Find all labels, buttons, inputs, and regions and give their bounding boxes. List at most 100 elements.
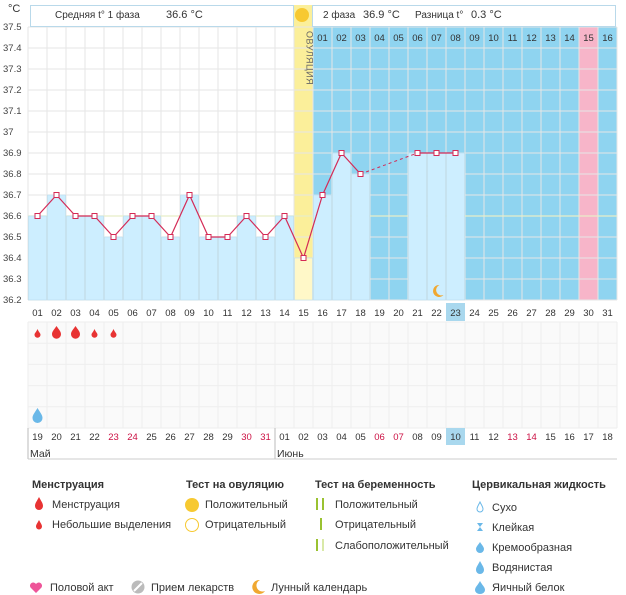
cycle-day-label: 17 — [336, 308, 347, 319]
date-label: 27 — [184, 432, 195, 443]
cycle-day-label: 11 — [223, 308, 233, 319]
temperature-bar — [446, 152, 465, 301]
date-label: 15 — [545, 432, 556, 443]
y-tick-label: 36.7 — [3, 190, 22, 201]
date-label: 13 — [507, 432, 518, 443]
month-label: Июнь — [277, 448, 304, 460]
cycle-day-label: 14 — [279, 308, 290, 319]
cycle-day-label: 29 — [564, 308, 575, 319]
phase2-day-label: 06 — [412, 33, 423, 44]
menstruation-drop — [71, 326, 80, 339]
temperature-bar — [161, 236, 180, 301]
temperature-bar — [85, 215, 104, 301]
date-label: 21 — [70, 432, 81, 443]
temperature-line-segment — [37, 194, 57, 217]
cycle-day-label: 08 — [165, 308, 176, 319]
phase2-label: 2 фаза — [323, 10, 356, 21]
date-label: 25 — [146, 432, 157, 443]
date-label: 17 — [583, 432, 594, 443]
cycle-day-label: 25 — [488, 308, 499, 319]
temperature-point — [72, 213, 79, 219]
y-tick-label: 36.3 — [3, 274, 22, 285]
y-tick-label: 36.2 — [3, 295, 22, 306]
y-tick-label: 37.1 — [3, 106, 22, 117]
temperature-point — [34, 213, 41, 219]
temperature-point — [205, 234, 212, 240]
cycle-day-label: 15 — [298, 308, 309, 319]
cycle-day-label: 02 — [51, 308, 62, 319]
temperature-bar — [237, 215, 256, 301]
highlighted-day-column — [579, 27, 598, 300]
temperature-point — [186, 192, 193, 198]
cycle-day-label: 24 — [469, 308, 480, 319]
phase2-day-label: 14 — [564, 33, 575, 44]
drop-large-icon — [35, 497, 43, 510]
cycle-day-label: 13 — [260, 308, 271, 319]
temperature-line-segment — [265, 215, 285, 238]
phase2-day-label: 12 — [526, 33, 537, 44]
temperature-bar — [351, 173, 370, 301]
temperature-bar — [104, 236, 123, 301]
cycle-day-label: 04 — [89, 308, 100, 319]
temperature-line-segment — [246, 215, 266, 238]
temperature-point — [148, 213, 155, 219]
test-weak-line2-icon — [322, 539, 324, 551]
y-tick-label: 37.4 — [3, 43, 22, 54]
ovulation-label: ОВУЛЯЦИЯ — [305, 31, 315, 85]
temperature-bar — [142, 215, 161, 301]
legend-cervical-title: Цервикальная жидкость — [472, 479, 606, 491]
legend-preg-weak: Слабоположительный — [335, 540, 449, 552]
phase2-value: 36.9 °C — [363, 9, 400, 21]
today-highlight — [446, 303, 465, 321]
temperature-line-segment — [321, 152, 343, 196]
cycle-day-label: 10 — [203, 308, 214, 319]
phase2-day-label: 09 — [469, 33, 480, 44]
cervical-watery-icon — [476, 561, 484, 574]
cycle-day-label: 28 — [545, 308, 556, 319]
legend-cervical-sticky: Клейкая — [492, 522, 535, 534]
legend-cervical-watery: Водянистая — [492, 562, 553, 574]
temperature-point — [53, 192, 60, 198]
test-negative-icon — [320, 518, 322, 530]
date-label: 08 — [412, 432, 423, 443]
phase1-label: Средняя t° 1 фаза — [55, 10, 140, 21]
temperature-line-segment — [283, 215, 305, 259]
temperature-line-segment — [113, 215, 133, 238]
cycle-day-label: 16 — [317, 308, 328, 319]
phase2-day-label: 04 — [374, 33, 385, 44]
date-label: 20 — [51, 432, 62, 443]
legend-preg-positive: Положительный — [335, 499, 418, 511]
date-label: 11 — [470, 432, 480, 443]
phase2-box: 2 фаза 36.9 °C Разница t° 0.3 °C — [312, 5, 616, 27]
date-label: 29 — [222, 432, 233, 443]
temperature-point — [262, 234, 269, 240]
temperature-bar — [123, 215, 142, 301]
sun-outline-icon — [185, 518, 199, 532]
date-label: 04 — [336, 432, 347, 443]
cycle-day-label: 12 — [241, 308, 252, 319]
menstruation-drop — [34, 329, 41, 338]
temperature-point — [414, 150, 421, 156]
phase1-value: 36.6 °C — [166, 9, 203, 21]
phase2-day-label: 16 — [602, 33, 613, 44]
cycle-day-label: 06 — [127, 308, 138, 319]
temperature-point — [129, 213, 136, 219]
temperature-point — [281, 213, 288, 219]
phase2-day-label: 02 — [336, 33, 347, 44]
temperature-point — [300, 255, 307, 261]
pill-icon — [131, 580, 145, 594]
temperature-point — [243, 213, 250, 219]
cycle-day-label: 07 — [146, 308, 157, 319]
legend-cervical-eggwhite: Яичный белок — [492, 582, 565, 594]
temperature-bar — [313, 194, 332, 301]
y-tick-label: 37.2 — [3, 85, 22, 96]
legend-intercourse: Половой акт — [50, 582, 114, 594]
temperature-point — [452, 150, 459, 156]
date-label: 30 — [241, 432, 252, 443]
date-label: 01 — [279, 432, 290, 443]
temperature-bar — [180, 194, 199, 301]
phase1-box: Средняя t° 1 фаза 36.6 °C — [30, 5, 294, 27]
temperature-bar — [427, 152, 446, 301]
y-tick-label: 36.8 — [3, 169, 22, 180]
